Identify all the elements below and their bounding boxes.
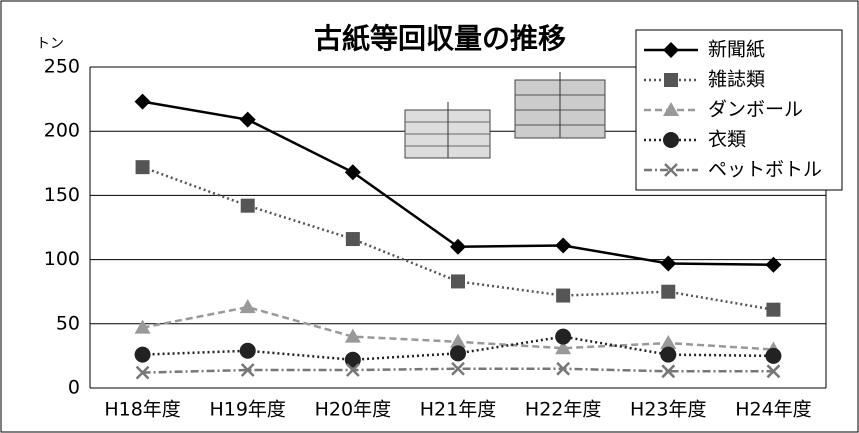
data-point [556, 361, 571, 376]
data-point [135, 365, 150, 380]
data-point [765, 256, 782, 273]
legend-label: 新聞紙 [708, 39, 765, 61]
x-tick-label: H24年度 [735, 399, 811, 421]
data-point [766, 364, 781, 379]
data-point [345, 363, 360, 377]
data-point [450, 333, 466, 348]
data-point [240, 363, 255, 377]
x-tick-label: H22年度 [525, 399, 601, 421]
data-point [556, 288, 571, 303]
y-axis-label: トン [36, 36, 64, 52]
data-point [134, 319, 151, 334]
legend-marker [663, 42, 679, 58]
data-point [450, 238, 466, 255]
data-point [660, 335, 677, 350]
data-point [555, 328, 572, 345]
data-point [134, 346, 151, 363]
data-point [344, 164, 361, 181]
data-point [660, 255, 677, 272]
data-point [766, 302, 781, 317]
x-tick-label: H21年度 [420, 399, 496, 421]
data-point [450, 345, 466, 362]
data-point [239, 111, 256, 128]
legend-marker [663, 132, 679, 148]
data-point [660, 346, 677, 363]
data-point [239, 342, 256, 359]
legend-marker [664, 73, 678, 87]
data-point [555, 340, 572, 355]
data-point [345, 232, 360, 247]
y-tick-label: 100 [44, 248, 80, 270]
data-point [451, 274, 465, 289]
data-point [555, 237, 572, 254]
y-tick-label: 150 [44, 184, 80, 206]
y-tick-label: 250 [44, 56, 80, 78]
newspaper-illustration [404, 72, 606, 159]
legend-marker [663, 102, 679, 116]
legend-label: ペットボトル [708, 159, 822, 181]
data-point [135, 160, 150, 175]
x-tick-label: H19年度 [209, 399, 285, 421]
data-point [451, 361, 465, 376]
y-tick-label: 50 [56, 312, 80, 334]
data-point [239, 299, 256, 314]
chart-title: 古紙等回収量の推移 [314, 22, 566, 55]
x-tick-label: H20年度 [315, 399, 391, 421]
data-point [344, 351, 361, 368]
y-tick-label: 0 [68, 377, 80, 399]
legend-label: 雑誌類 [708, 69, 765, 91]
x-tick-label: H18年度 [104, 399, 180, 421]
data-point [134, 93, 151, 110]
data-point [240, 198, 255, 213]
data-point [661, 284, 676, 299]
y-tick-label: 200 [44, 120, 80, 142]
x-tick-label: H23年度 [630, 399, 706, 421]
data-point [344, 328, 361, 343]
legend-marker [664, 163, 678, 177]
legend-label: 衣類 [708, 129, 746, 151]
data-point [765, 347, 782, 364]
legend-label: ダンボール [708, 99, 803, 121]
data-point [661, 364, 676, 379]
